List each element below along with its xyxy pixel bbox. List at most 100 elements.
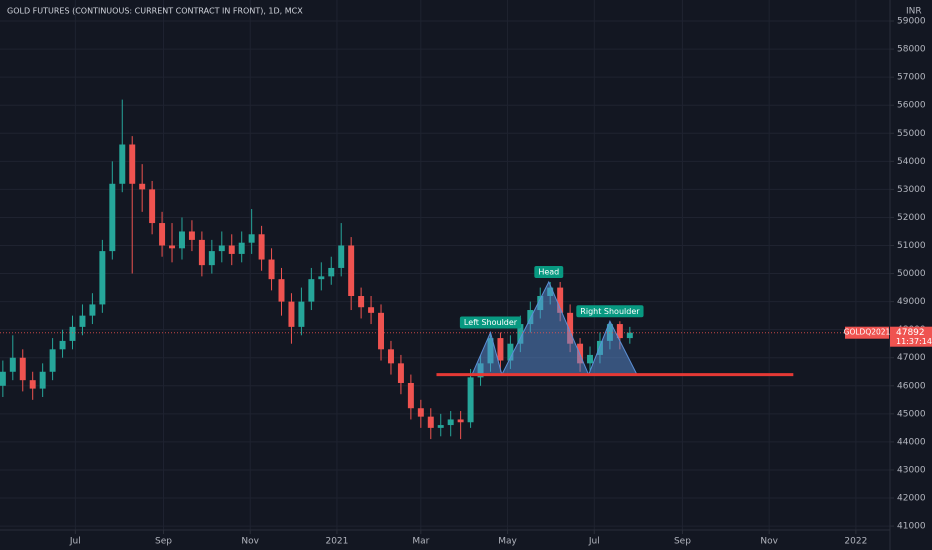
candle-body (298, 301, 305, 327)
candle-body (238, 242, 245, 254)
candle-body (338, 245, 345, 268)
candle-body (49, 349, 56, 372)
grid (0, 0, 890, 530)
y-tick-label: 46000 (897, 381, 926, 391)
candle-body (188, 231, 195, 240)
x-tick-label: 2022 (844, 537, 867, 547)
candle-body (507, 343, 514, 361)
y-tick-label: 47000 (897, 353, 926, 363)
candle-body (9, 357, 16, 372)
candle-body (39, 371, 46, 389)
x-tick-label: Nov (241, 537, 259, 547)
candle-body (218, 245, 225, 252)
annotation-label: Head (538, 267, 559, 276)
candle-body (308, 279, 315, 302)
candle-body (616, 324, 623, 339)
candle-body (19, 357, 26, 381)
x-tick-label: May (498, 537, 517, 547)
y-tick-label: 43000 (897, 465, 926, 475)
symbol-label-box (845, 326, 889, 339)
candle-body (0, 371, 6, 386)
candle-body (427, 416, 434, 428)
annotation-label: Left Shoulder (464, 318, 518, 327)
candle-body (59, 340, 66, 350)
y-tick-label: 58000 (897, 45, 926, 55)
candle-body (178, 231, 185, 249)
candle-body (29, 380, 36, 389)
candle-body (328, 267, 335, 277)
candle-body (497, 338, 504, 361)
y-tick-label: 49000 (897, 297, 926, 307)
y-tick-label: 44000 (897, 437, 926, 447)
candle-body (99, 251, 106, 305)
candle-body (169, 245, 176, 249)
candle-body (258, 234, 265, 260)
candle-body (268, 259, 275, 280)
candle-body (139, 183, 146, 190)
x-tick-label: Sep (155, 537, 172, 547)
x-tick-label: Sep (674, 537, 691, 547)
symbol-label: GOLDQ2021 (844, 328, 891, 337)
candle-body (278, 279, 285, 302)
candle-body (387, 349, 394, 364)
axes: 4100042000430004400045000460004700048000… (69, 17, 932, 547)
pattern-shape (471, 280, 638, 376)
candle-body (517, 324, 524, 344)
y-tick-label: 56000 (897, 101, 926, 111)
candle-body (89, 304, 96, 316)
y-tick-label: 42000 (897, 494, 926, 504)
candle-body (119, 144, 126, 184)
y-tick-label: 55000 (897, 129, 926, 139)
annotation-box (459, 316, 522, 329)
y-tick-label: 50000 (897, 269, 926, 279)
annotation-box (534, 265, 564, 278)
candle-body (587, 354, 594, 364)
y-tick-label: 45000 (897, 409, 926, 419)
candle-body (437, 425, 444, 428)
currency-label: INR (906, 7, 922, 17)
candle-body (149, 189, 156, 224)
candle-body (348, 245, 355, 297)
candle-body (467, 377, 474, 423)
y-tick-label: 59000 (897, 17, 926, 27)
candle-body (129, 144, 136, 184)
candle-body (198, 239, 205, 266)
y-tick-label: 57000 (897, 73, 926, 83)
candle-body (557, 287, 564, 313)
last-price-label: 47892 (896, 328, 925, 338)
last-price-box (890, 326, 932, 347)
x-tick-label: Jul (69, 537, 81, 547)
x-tick-label: Nov (760, 537, 778, 547)
candle-body (228, 245, 235, 254)
x-tick-label: Jul (588, 537, 600, 547)
candle-body (407, 382, 414, 409)
candle-body (447, 419, 454, 426)
y-tick-label: 53000 (897, 185, 926, 195)
x-tick-label: 2021 (325, 537, 348, 547)
annotation-box (576, 305, 644, 318)
candle-body (567, 312, 574, 344)
plot-area: Left Shoulder Head Right Shoulder (0, 99, 890, 440)
candle-body (159, 223, 166, 246)
candle-body (457, 419, 464, 423)
y-tick-label: 41000 (897, 522, 926, 532)
y-tick-label: 54000 (897, 157, 926, 167)
candle-body (417, 408, 424, 417)
candle-body (527, 310, 534, 325)
countdown-label: 11:37:14 (896, 337, 932, 346)
candle-body (288, 301, 295, 327)
candle-body (79, 315, 86, 327)
annotation-label: Right Shoulder (580, 307, 640, 316)
candle-body (248, 234, 255, 243)
chart-title: GOLD FUTURES (CONTINUOUS: CURRENT CONTRA… (7, 7, 303, 16)
candle-body (109, 183, 116, 252)
candle-body (69, 326, 76, 341)
x-tick-label: Mar (412, 537, 429, 547)
candle-body (368, 307, 375, 313)
y-tick-label: 52000 (897, 213, 926, 223)
candle-body (208, 251, 215, 266)
candle-body (358, 296, 365, 308)
candle-body (318, 276, 325, 280)
